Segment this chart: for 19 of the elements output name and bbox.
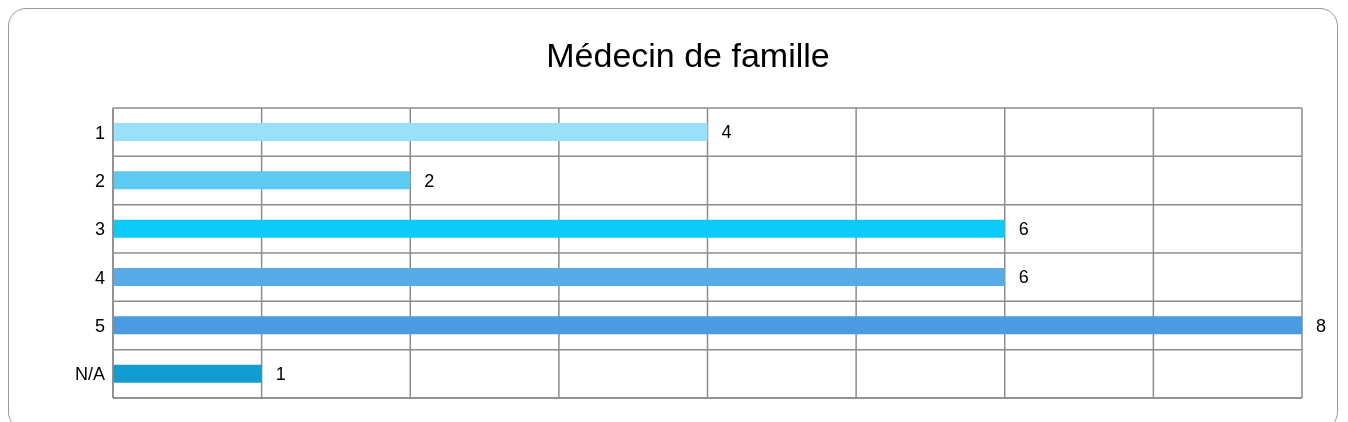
y-tick-label: 3 (94, 219, 105, 240)
bar (113, 123, 708, 141)
y-tick-label: N/A (74, 364, 105, 385)
chart-title: Médecin de famille (546, 35, 830, 75)
y-tick-label: 1 (94, 122, 105, 143)
y-tick-label: 4 (94, 267, 105, 288)
y-tick-label: 5 (94, 315, 105, 336)
data-label: 1 (275, 364, 286, 385)
data-label: 2 (424, 170, 435, 191)
bar (113, 171, 411, 190)
bar (113, 219, 1005, 238)
data-label: 4 (721, 122, 732, 143)
y-tick-label: 2 (94, 170, 105, 191)
bar (113, 364, 262, 383)
data-label: 6 (1018, 267, 1029, 288)
data-label: 6 (1018, 219, 1029, 240)
bar (113, 268, 1005, 286)
data-label: 8 (1316, 315, 1327, 336)
bar (113, 316, 1302, 335)
